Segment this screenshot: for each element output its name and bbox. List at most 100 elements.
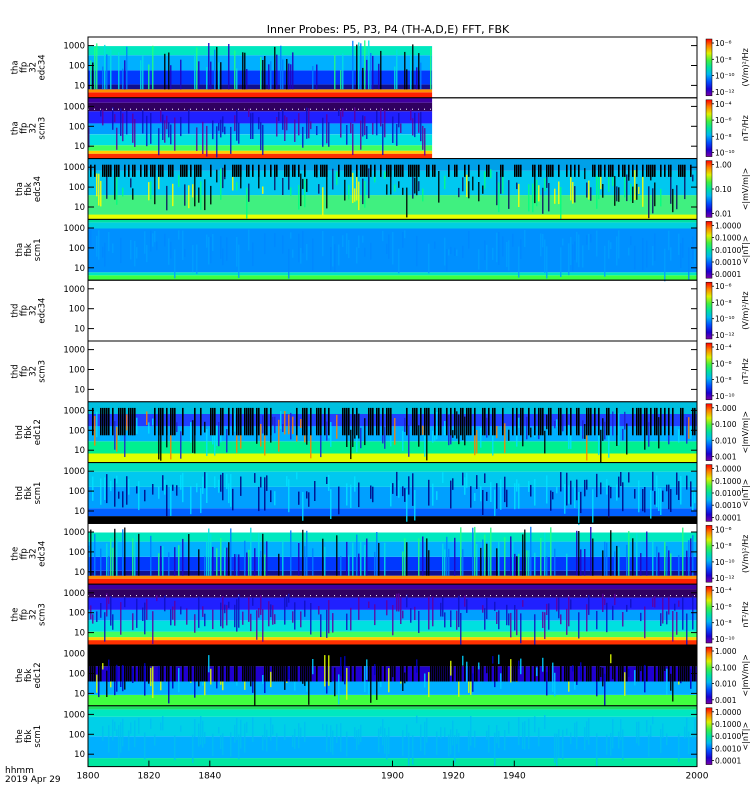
spectral-streak xyxy=(600,667,602,677)
spectral-dark-streak xyxy=(234,164,236,177)
spectral-streak xyxy=(228,542,230,576)
ylabel-line: the xyxy=(11,608,21,622)
spectral-streak xyxy=(630,183,632,202)
spectral-streak xyxy=(362,67,364,90)
spectral-streak xyxy=(530,484,532,497)
spectral-streak xyxy=(634,245,636,270)
spectral-dark-streak xyxy=(538,651,540,682)
spectral-streak xyxy=(400,597,402,624)
spectral-dark-streak xyxy=(496,651,498,682)
spectral-streak xyxy=(120,237,122,264)
colorbar-unit: <|mV/m|> xyxy=(741,411,750,454)
spectral-streak xyxy=(122,529,124,576)
spectral-streak xyxy=(180,431,182,459)
spectral-streak xyxy=(204,613,206,627)
spectral-streak xyxy=(660,188,662,207)
spectral-dark-streak xyxy=(302,651,304,682)
spectral-dark-streak xyxy=(394,651,396,682)
y-tick-label: 1000 xyxy=(63,467,85,477)
spectral-streak xyxy=(312,659,314,675)
spectral-streak xyxy=(604,598,606,605)
spectral-streak xyxy=(606,479,608,495)
spectral-dark-streak xyxy=(98,651,100,682)
spectral-speckle xyxy=(220,108,221,110)
spectral-speckle xyxy=(292,595,293,597)
spectral-streak xyxy=(488,542,490,576)
spectral-streak xyxy=(264,56,266,90)
spectral-dark-streak xyxy=(128,407,130,436)
spectral-streak xyxy=(332,168,334,190)
spectral-dark-streak xyxy=(228,651,230,682)
spectral-streak xyxy=(264,477,266,511)
spectral-streak xyxy=(144,602,146,635)
spectral-speckle xyxy=(430,595,431,597)
spectral-streak xyxy=(306,530,308,576)
spectral-streak xyxy=(376,111,378,136)
spectral-streak xyxy=(346,613,348,630)
spectral-streak xyxy=(114,114,116,123)
spectral-streak xyxy=(298,185,300,210)
spectral-streak xyxy=(116,664,118,692)
spectral-speckle xyxy=(214,108,215,110)
spectral-streak xyxy=(642,176,644,207)
spectral-streak xyxy=(274,46,276,90)
spectral-dark-streak xyxy=(306,407,308,436)
spectrogram-tha-fbk-edc34 xyxy=(88,158,697,221)
spectral-dark-streak xyxy=(516,407,518,436)
spectral-streak xyxy=(184,248,186,257)
spectral-dark-streak xyxy=(286,164,288,177)
spectral-streak xyxy=(356,420,358,453)
spectral-streak xyxy=(676,472,678,495)
spectral-dark-streak xyxy=(648,164,650,177)
spectral-dark-streak xyxy=(418,164,420,177)
spectral-streak xyxy=(228,44,230,90)
spectral-streak xyxy=(612,411,614,436)
spectral-streak xyxy=(556,597,558,612)
spectral-streak xyxy=(338,109,340,116)
spectral-streak xyxy=(148,182,150,201)
colorbar-gradient xyxy=(705,38,713,97)
spectral-speckle xyxy=(136,108,137,110)
spectral-speckle xyxy=(226,595,227,597)
spectral-streak xyxy=(388,668,390,693)
spectral-streak xyxy=(126,476,128,505)
spectral-speckle xyxy=(406,595,407,597)
spectral-streak xyxy=(306,491,308,499)
spectral-streak xyxy=(372,486,374,503)
spectral-streak xyxy=(250,613,252,632)
spectral-streak xyxy=(546,672,548,696)
colorbar-tick-label: 0.0001 xyxy=(715,513,741,522)
spectral-streak xyxy=(200,488,202,514)
colorbar-tick-label: 0.001 xyxy=(715,453,737,462)
spectral-streak xyxy=(584,424,586,439)
spectral-dark-streak xyxy=(678,651,680,682)
spectral-streak xyxy=(518,417,520,428)
spectral-dark-streak xyxy=(128,651,130,682)
spectral-dark-streak xyxy=(582,651,584,682)
spectral-dark-streak xyxy=(570,164,572,177)
spectral-streak xyxy=(422,536,424,576)
spectral-streak xyxy=(300,727,302,738)
spectral-streak xyxy=(328,655,330,686)
colorbar-tick-label: 0.100 xyxy=(715,420,737,429)
spectral-streak xyxy=(148,64,150,90)
spectral-dark-streak xyxy=(396,164,398,177)
spectral-streak xyxy=(262,60,264,90)
spectral-dark-streak xyxy=(214,407,216,436)
spectral-dark-streak xyxy=(380,651,382,682)
spectral-streak xyxy=(534,479,536,506)
spectral-streak xyxy=(412,735,414,765)
spectral-streak xyxy=(544,430,546,454)
spectral-streak xyxy=(390,168,392,195)
spectral-speckle xyxy=(130,108,131,110)
spectral-speckle xyxy=(94,595,95,597)
spectral-streak xyxy=(306,244,308,261)
spectral-dark-streak xyxy=(234,651,236,682)
spectral-streak xyxy=(296,472,298,480)
spectral-streak xyxy=(98,671,100,698)
spectral-streak xyxy=(626,604,628,612)
spectral-streak xyxy=(210,61,212,90)
spectral-streak xyxy=(544,178,546,192)
spectral-streak xyxy=(618,230,620,259)
